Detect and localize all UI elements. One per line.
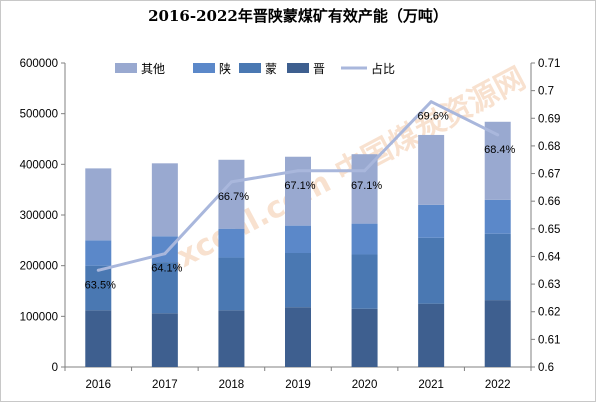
bar-segment-陕-2019 (285, 225, 311, 253)
share-line-point (296, 169, 300, 173)
bar-segment-晋-2020 (351, 308, 378, 367)
share-line-point (429, 100, 433, 104)
y-tick-label-right: 0.65 (538, 224, 560, 236)
share-data-label: 67.1% (284, 180, 315, 192)
y-tick-label-left: 0 (52, 362, 58, 374)
bar-segment-晋-2016 (85, 310, 112, 367)
bar-segment-陕-2020 (351, 223, 378, 255)
bar-segment-晋-2021 (418, 303, 445, 367)
legend-label-其他: 其他 (141, 62, 165, 76)
y-tick-label-left: 200000 (20, 261, 58, 273)
share-data-label: 66.7% (218, 191, 249, 203)
y-tick-label-right: 0.6 (538, 362, 554, 374)
axes: 0 100000 200000 300000 400000 500000 600000 0.6… (20, 58, 561, 391)
x-tick-label: 2018 (219, 379, 245, 391)
y-tick-label-left: 100000 (20, 311, 58, 323)
y-tick-label-left: 400000 (20, 159, 58, 171)
share-line-point (363, 169, 367, 173)
y-tick-label-right: 0.61 (538, 334, 560, 346)
y-tick-label-right: 0.67 (538, 169, 560, 181)
legend-label-晋: 晋 (313, 62, 325, 76)
legend: 其他 陕 蒙 晋 占比 (115, 61, 395, 76)
bar-segment-陕-2022 (484, 199, 511, 234)
bar-segment-陕-2017 (151, 236, 178, 263)
bar-segment-其他-2016 (85, 168, 112, 241)
x-tick-label: 2016 (85, 379, 111, 391)
x-tick-label: 2020 (352, 379, 378, 391)
bar-segment-其他-2018 (218, 159, 245, 229)
bar-segment-蒙-2017 (151, 262, 178, 314)
chart-title: 2016-2022年晋陕蒙煤矿有效产能（万吨） (148, 7, 448, 25)
bar-segment-蒙-2019 (285, 253, 311, 308)
bar-segment-蒙-2016 (85, 265, 112, 311)
legend-swatch-陕 (193, 63, 215, 73)
bar-segment-其他-2021 (418, 134, 445, 205)
y-tick-label-left: 300000 (20, 210, 58, 222)
legend-label-陕: 陕 (219, 61, 231, 76)
share-line-point (163, 252, 167, 256)
legend-swatch-蒙 (239, 63, 261, 73)
y-tick-label-right: 0.7 (538, 86, 554, 98)
bar-segment-其他-2017 (151, 163, 178, 237)
bar-segment-晋-2017 (151, 313, 178, 367)
share-line-point (229, 180, 233, 184)
bar-segment-其他-2020 (351, 154, 378, 224)
share-data-label: 67.1% (351, 180, 382, 192)
legend-label-占比: 占比 (371, 61, 395, 76)
share-data-label: 68.4% (484, 144, 515, 156)
y-tick-label-left: 600000 (20, 58, 58, 70)
bars (85, 121, 511, 367)
bar-segment-陕-2016 (85, 240, 112, 266)
y-tick-label-right: 0.68 (538, 141, 560, 153)
bar-segment-蒙-2018 (218, 257, 245, 311)
x-tick-label: 2021 (418, 379, 444, 391)
legend-swatch-晋 (287, 63, 309, 73)
share-data-label: 69.6% (418, 111, 449, 123)
bar-segment-晋-2019 (285, 307, 311, 367)
share-data-label: 63.5% (85, 279, 116, 291)
bar-segment-蒙-2020 (351, 254, 378, 309)
bar-segment-陕-2021 (418, 204, 445, 238)
bar-segment-蒙-2021 (418, 237, 445, 304)
share-data-label: 64.1% (151, 263, 182, 275)
bar-segment-蒙-2022 (484, 233, 511, 301)
bar-segment-陕-2018 (218, 228, 245, 258)
share-line-point (496, 133, 500, 137)
y-tick-label-right: 0.62 (538, 307, 560, 319)
bar-segment-其他-2019 (285, 156, 311, 226)
share-line: 63.5% 64.1% 66.7% 67.1% 67.1% 69.6% 68.4% (85, 100, 516, 291)
y-tick-label-left: 500000 (20, 109, 58, 121)
y-tick-label-right: 0.69 (538, 113, 560, 125)
bar-segment-晋-2018 (218, 310, 245, 367)
bar-segment-晋-2022 (484, 300, 511, 367)
y-tick-label-right: 0.66 (538, 196, 560, 208)
share-line-point (96, 268, 100, 272)
legend-swatch-其他 (115, 63, 137, 73)
x-tick-label: 2017 (152, 379, 178, 391)
x-tick-label: 2019 (285, 379, 311, 391)
y-tick-label-right: 0.71 (538, 58, 560, 70)
y-tick-label-right: 0.63 (538, 279, 560, 291)
legend-label-蒙: 蒙 (265, 62, 277, 76)
x-tick-label: 2022 (485, 379, 511, 391)
y-tick-label-right: 0.64 (538, 251, 561, 263)
